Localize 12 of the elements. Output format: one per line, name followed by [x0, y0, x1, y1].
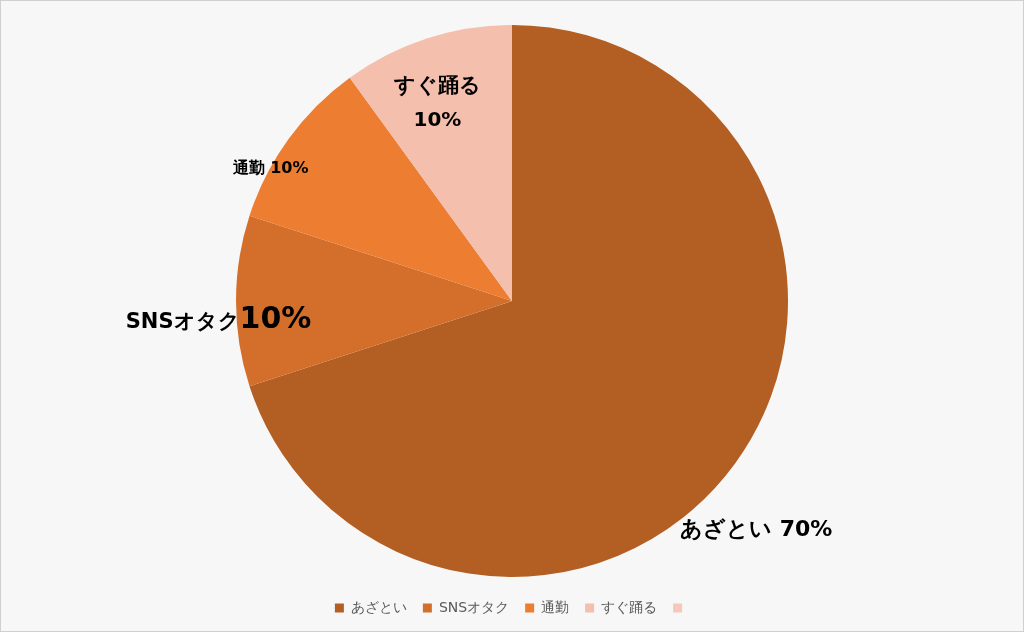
legend-label: あざとい: [350, 598, 407, 615]
slice-label: あざとい: [680, 516, 780, 542]
data-label: 10%: [270, 157, 309, 177]
legend-label: すぐ踊る: [601, 598, 658, 615]
data-label: 10%: [239, 300, 312, 336]
legend-label: 通勤: [541, 598, 570, 615]
legend-label: SNSオタク: [438, 598, 510, 615]
slice-label: 通勤: [231, 157, 271, 177]
slice-label: SNSオタク: [125, 309, 240, 334]
data-label: 70%: [779, 516, 833, 542]
slice-label: すぐ踊る: [392, 73, 481, 98]
data-label: 10%: [413, 107, 462, 132]
